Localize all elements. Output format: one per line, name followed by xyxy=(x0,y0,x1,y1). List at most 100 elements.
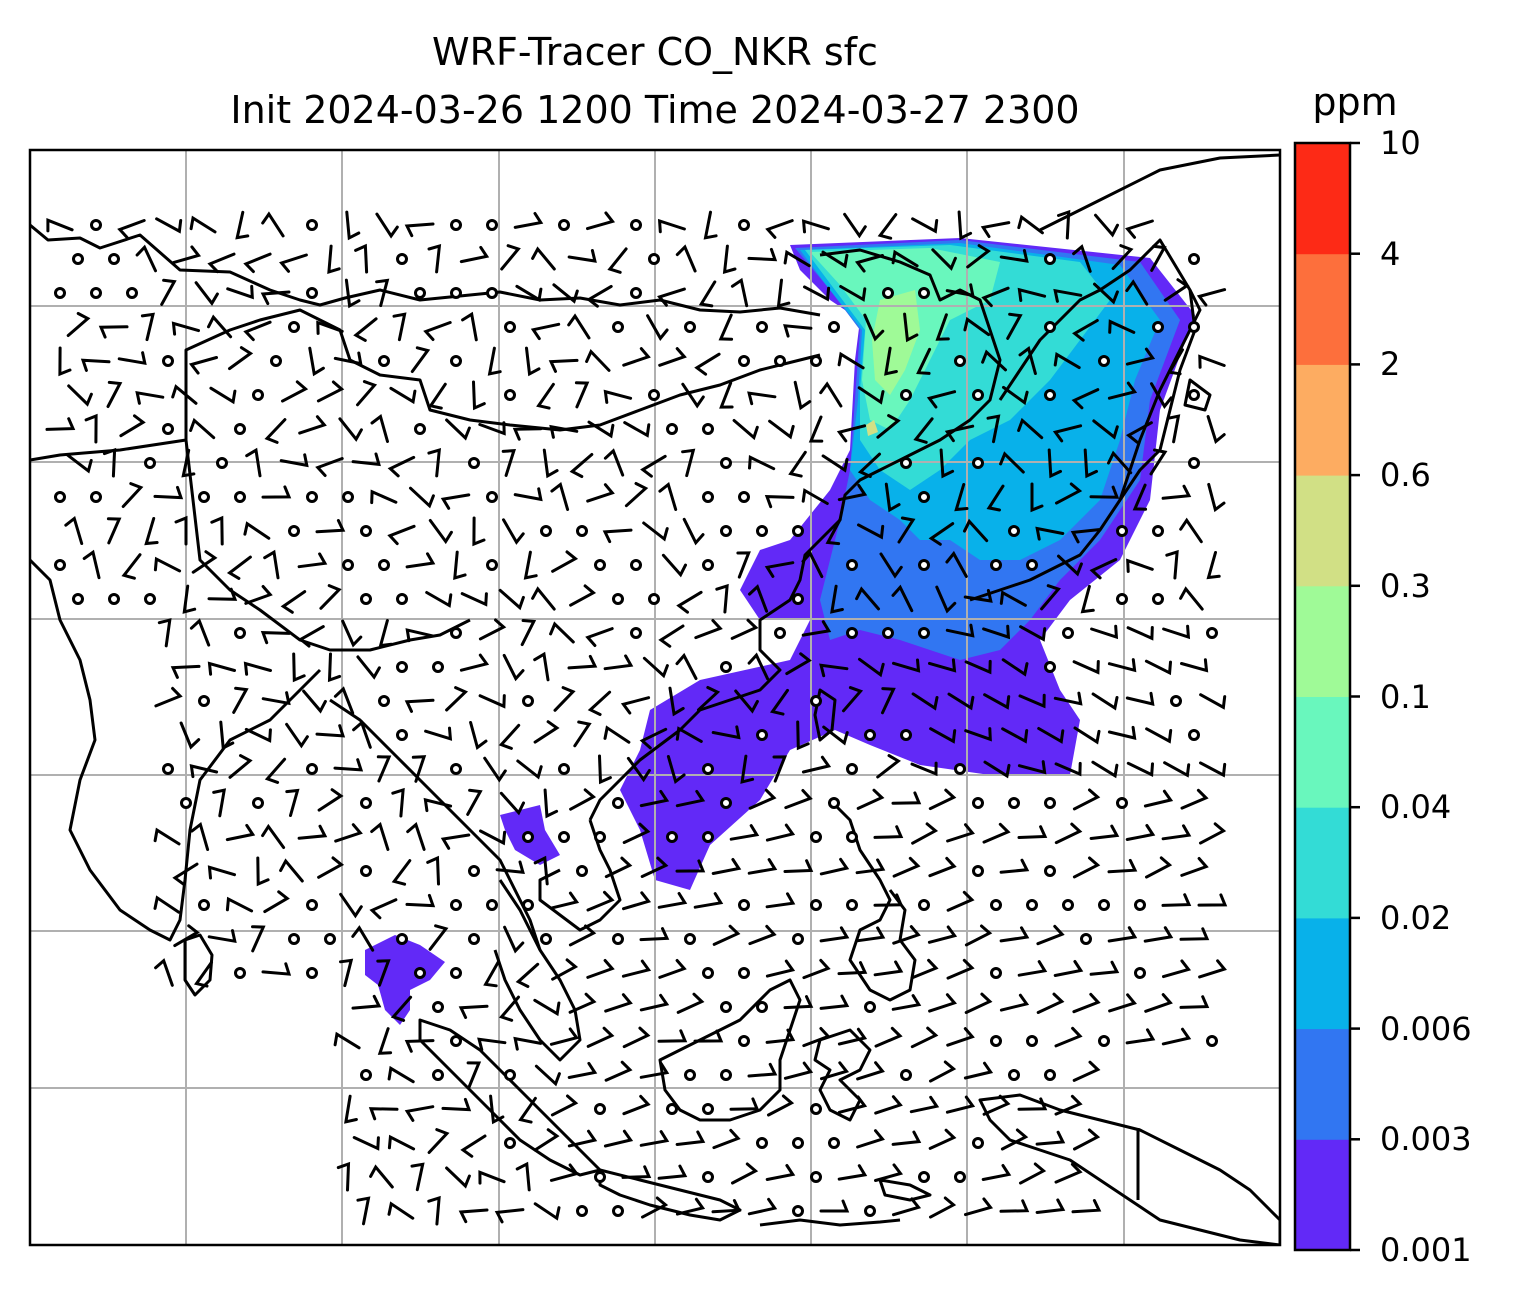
wind-barb xyxy=(405,552,436,569)
calm-wind-circle xyxy=(702,423,714,435)
wind-barb xyxy=(1072,1060,1101,1082)
wind-barb xyxy=(1125,347,1156,366)
calm-wind-circle xyxy=(774,627,786,639)
wind-barb xyxy=(676,590,703,614)
wind-barb xyxy=(1019,1162,1047,1185)
wind-barb xyxy=(842,686,864,713)
wind-barb xyxy=(440,833,471,850)
calm-wind-circle xyxy=(882,627,894,639)
wind-barb xyxy=(801,219,830,234)
wind-barb xyxy=(624,482,649,508)
wind-barb xyxy=(623,421,651,438)
wind-barb xyxy=(261,962,292,976)
wind-barb xyxy=(1150,244,1167,272)
wind-barb xyxy=(297,824,328,840)
wind-barb xyxy=(427,448,442,478)
wind-barb xyxy=(646,314,669,341)
wind-barb xyxy=(839,285,867,302)
calm-wind-circle xyxy=(612,593,624,605)
wind-barb xyxy=(1145,727,1173,744)
wind-barb xyxy=(333,686,355,715)
wind-barb xyxy=(1036,992,1065,1014)
calm-wind-circle xyxy=(1098,899,1110,911)
wind-barb xyxy=(1091,760,1119,779)
wind-barb xyxy=(675,859,706,873)
wind-barb xyxy=(1054,761,1082,777)
wind-barb xyxy=(1162,624,1191,640)
wind-barb xyxy=(404,698,435,713)
wind-barb xyxy=(891,1130,922,1146)
wind-barb xyxy=(1126,558,1154,573)
wind-barb xyxy=(410,346,431,373)
calm-wind-circle xyxy=(306,967,318,979)
wind-barb xyxy=(856,1061,885,1081)
wind-barb xyxy=(675,652,698,680)
wind-barb xyxy=(682,517,705,546)
wind-barb xyxy=(765,219,794,239)
wind-barb xyxy=(1107,658,1137,673)
wind-barb xyxy=(1132,483,1148,511)
wind-barb xyxy=(1179,517,1203,544)
wind-barb xyxy=(1037,727,1065,744)
calm-wind-circle xyxy=(234,967,246,979)
wind-barb xyxy=(404,1039,435,1053)
wind-barb xyxy=(1108,993,1137,1013)
wind-barb xyxy=(458,1004,489,1019)
wind-barb xyxy=(587,420,615,439)
wind-barb xyxy=(1017,760,1047,775)
calm-wind-circle xyxy=(630,219,642,231)
wind-barb xyxy=(370,822,390,851)
wind-barb xyxy=(1030,482,1044,513)
wind-barb xyxy=(586,959,615,979)
wind-barb xyxy=(171,321,200,336)
wind-barb xyxy=(657,1164,688,1180)
wind-barb xyxy=(1107,450,1133,475)
wind-barb xyxy=(549,424,579,439)
colorbar-segment xyxy=(1295,253,1350,365)
wind-barb xyxy=(945,283,975,298)
wind-barb xyxy=(298,415,327,435)
calm-wind-circle xyxy=(864,1001,876,1013)
wind-barb xyxy=(1053,288,1083,303)
wind-barb xyxy=(153,556,182,573)
calm-wind-circle xyxy=(1134,899,1146,911)
wind-barb xyxy=(315,457,344,477)
wind-barb xyxy=(857,523,885,540)
wind-barb xyxy=(602,528,633,544)
calm-wind-circle xyxy=(846,899,858,911)
wind-barb xyxy=(772,755,788,783)
wind-barb xyxy=(1206,415,1226,444)
wind-barb xyxy=(928,1128,957,1150)
wind-barb xyxy=(172,245,202,265)
wind-barb xyxy=(1093,282,1119,305)
calm-wind-circle xyxy=(576,1205,588,1217)
wind-barb xyxy=(333,1031,361,1050)
wind-barb xyxy=(170,664,201,679)
calm-wind-circle xyxy=(1008,525,1020,537)
coast-korea-japan xyxy=(969,238,1197,602)
colorbar-unit: ppm xyxy=(1312,80,1398,124)
calm-wind-circle xyxy=(54,491,66,503)
wind-barb xyxy=(285,722,309,749)
wind-barb xyxy=(551,550,579,573)
wind-barb xyxy=(764,495,795,509)
wind-barb xyxy=(856,1129,885,1149)
wind-barb xyxy=(768,419,795,440)
calm-wind-circle xyxy=(864,729,876,741)
wind-barb xyxy=(586,211,616,231)
wind-barb xyxy=(712,1128,741,1150)
wind-barb xyxy=(219,720,235,751)
calm-wind-circle xyxy=(1116,797,1128,809)
wind-barb xyxy=(658,481,678,511)
wind-barb xyxy=(913,417,934,444)
wind-barb xyxy=(567,249,597,263)
calm-wind-circle xyxy=(1044,865,1056,877)
wind-barb xyxy=(966,244,991,269)
wind-barb xyxy=(569,453,594,478)
wind-barb xyxy=(1071,1199,1102,1214)
calm-wind-circle xyxy=(198,899,210,911)
wind-barb xyxy=(836,424,867,443)
wind-barb xyxy=(944,424,975,443)
wind-barb xyxy=(1017,287,1047,302)
wind-barb xyxy=(549,1163,580,1182)
